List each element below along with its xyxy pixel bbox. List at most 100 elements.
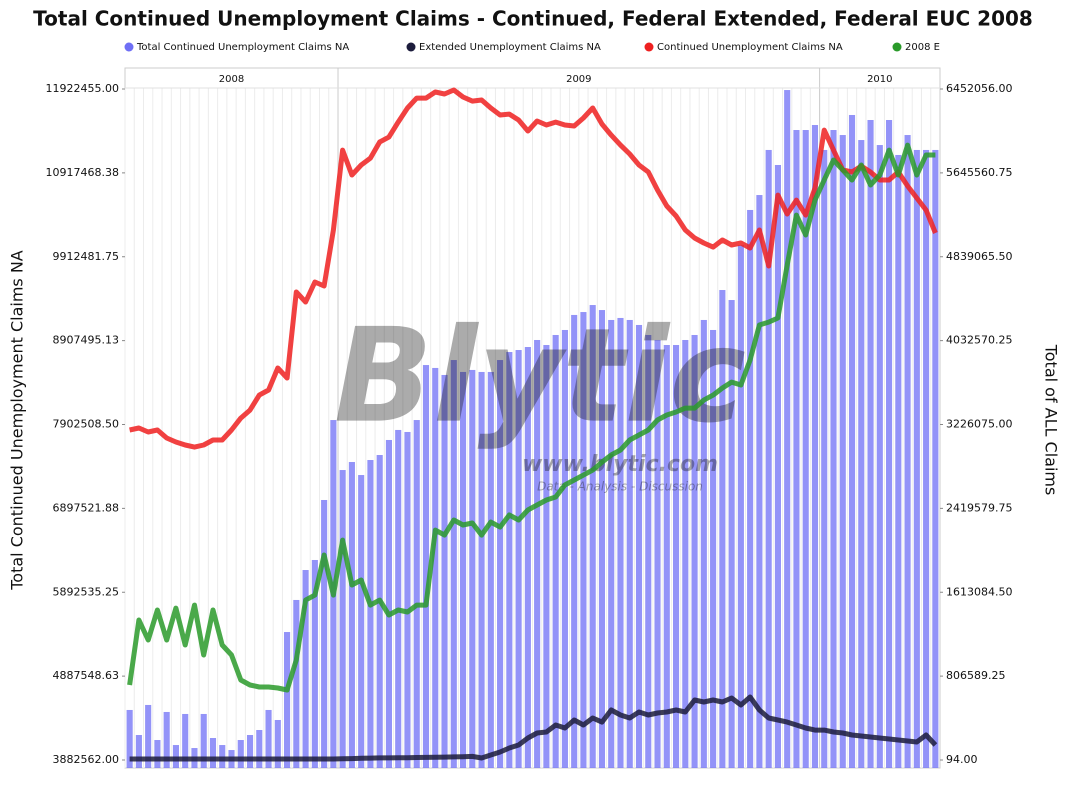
bar <box>904 135 911 768</box>
y2-tick-label: 3226075.00 <box>946 418 1012 431</box>
bar <box>617 317 624 768</box>
bar <box>487 371 494 768</box>
bar <box>404 431 411 768</box>
legend-label: Total Continued Unemployment Claims NA <box>136 42 349 53</box>
legend-label: Continued Unemployment Claims NA <box>657 42 843 53</box>
bar <box>543 345 550 768</box>
year-label: 2008 <box>219 74 244 85</box>
bar <box>886 120 893 768</box>
y-tick-label: 9912481.75 <box>53 250 119 263</box>
y-axis-label: Total Continued Unemployment Claims NA <box>8 250 27 591</box>
bar <box>848 114 856 769</box>
bar <box>876 145 883 769</box>
y2-tick-label: 5645560.75 <box>946 166 1012 179</box>
bar <box>756 195 763 768</box>
bar <box>608 319 615 768</box>
bar <box>663 345 670 768</box>
bar <box>163 711 170 768</box>
bar <box>385 439 393 768</box>
bar <box>284 632 291 768</box>
bar <box>459 371 467 768</box>
bar <box>348 462 355 768</box>
bar <box>506 352 513 768</box>
bar <box>200 713 207 768</box>
chart-title: Total Continued Unemployment Claims - Co… <box>33 7 1033 31</box>
y2-tick-label: 4839065.50 <box>946 250 1012 263</box>
bar <box>932 149 939 769</box>
bar <box>376 455 383 768</box>
year-label: 2009 <box>566 74 591 85</box>
bar <box>246 735 254 768</box>
bar <box>441 374 448 768</box>
y-tick-label: 3882562.00 <box>53 753 119 766</box>
bar <box>182 713 189 768</box>
bar <box>478 371 485 768</box>
bar <box>302 570 309 768</box>
y2-tick-label: 4032570.25 <box>946 334 1012 347</box>
bar <box>700 319 707 768</box>
bar <box>589 305 596 768</box>
bar <box>626 319 633 768</box>
legend-swatch <box>892 42 902 52</box>
bar <box>265 709 272 768</box>
legend-swatch <box>644 42 654 52</box>
bar <box>145 704 152 768</box>
bar <box>867 120 874 768</box>
line <box>127 142 936 693</box>
line <box>129 694 938 762</box>
bar <box>561 329 568 768</box>
y2-tick-label: 2419579.75 <box>946 501 1012 514</box>
bar <box>691 334 698 768</box>
bar <box>737 245 744 768</box>
watermark-url: www.blytic.com <box>522 452 718 477</box>
bar <box>497 360 504 768</box>
bar <box>811 125 819 768</box>
bar <box>126 709 133 768</box>
bar <box>395 429 402 768</box>
bar <box>450 360 457 768</box>
bar <box>321 499 328 768</box>
bar <box>710 329 717 768</box>
y-tick-label: 11922455.00 <box>46 82 119 95</box>
y-tick-label: 8907495.13 <box>53 334 119 347</box>
bar <box>413 420 420 768</box>
bar <box>524 347 531 768</box>
bar <box>839 135 846 768</box>
bar <box>367 460 374 768</box>
bar <box>237 740 244 768</box>
bar <box>784 90 791 768</box>
bar <box>311 559 318 768</box>
bar <box>515 350 522 768</box>
bar <box>923 149 930 769</box>
bar <box>682 339 689 768</box>
bar <box>552 334 559 768</box>
y-tick-label: 6897521.88 <box>53 501 119 514</box>
legend-label: 2008 E <box>905 42 940 53</box>
bar <box>422 365 430 768</box>
line <box>129 87 938 450</box>
bar <box>672 345 680 768</box>
bar <box>913 149 920 769</box>
legend-swatch <box>406 42 416 52</box>
bar <box>209 738 217 768</box>
bar <box>728 300 735 768</box>
bar <box>274 719 281 768</box>
bar <box>571 314 578 768</box>
bar <box>774 164 781 769</box>
bar <box>802 130 809 769</box>
bar <box>432 367 439 768</box>
y2-tick-label: 1613084.50 <box>946 585 1012 598</box>
bar <box>598 310 606 768</box>
bar <box>747 209 754 769</box>
legend-label: Extended Unemployment Claims NA <box>419 42 601 53</box>
y2-axis-label: Total of ALL Claims <box>1042 344 1061 496</box>
bar <box>534 339 541 768</box>
bar <box>821 149 828 769</box>
bar <box>339 470 346 768</box>
legend-swatch <box>124 42 134 52</box>
watermark-logo: Blytic <box>334 300 746 452</box>
legend: Total Continued Unemployment Claims NA Ex… <box>124 42 940 53</box>
